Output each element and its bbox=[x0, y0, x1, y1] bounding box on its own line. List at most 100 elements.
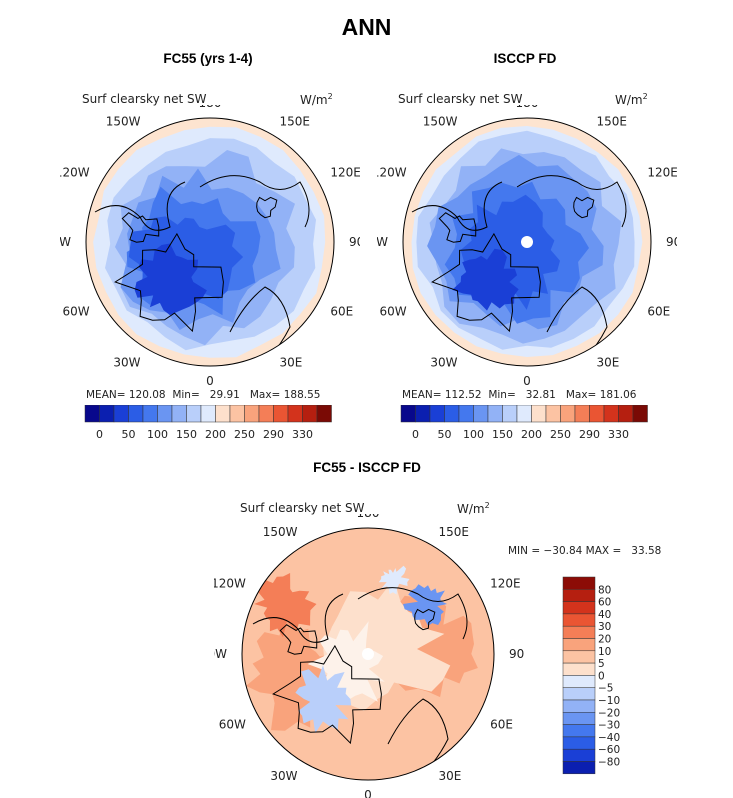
colorbar-swatch bbox=[400, 405, 416, 423]
lon-label: 150W bbox=[263, 525, 298, 539]
field-layers bbox=[86, 118, 334, 366]
pole-hole bbox=[521, 236, 533, 248]
pole-hole bbox=[362, 648, 374, 660]
greenland-outline bbox=[114, 232, 224, 333]
colorbar-tick-label: 290 bbox=[579, 428, 600, 441]
coastlines bbox=[252, 587, 468, 775]
colorbar-tick-label: 80 bbox=[598, 584, 611, 596]
colorbar-swatch bbox=[574, 405, 590, 423]
colorbar-swatch bbox=[562, 662, 596, 676]
colorbar-swatch bbox=[473, 405, 489, 423]
colorbar-swatch bbox=[562, 576, 596, 590]
colorbar-swatch bbox=[562, 625, 596, 639]
colorbar-model: 0 50 100 150 200 250 290 330 bbox=[84, 405, 332, 441]
colorbar-swatch bbox=[562, 699, 596, 713]
lon-label: 90E bbox=[349, 235, 360, 249]
map-border bbox=[85, 117, 335, 367]
colorbar-swatch bbox=[186, 405, 202, 423]
lon-label: 120E bbox=[330, 166, 360, 180]
colorbar-swatch bbox=[531, 405, 547, 423]
colorbar-tick-label: −30 bbox=[598, 720, 620, 732]
colorbar-swatch bbox=[516, 405, 532, 423]
variable-label-obs: Surf clearsky net SW bbox=[398, 92, 523, 106]
field-contour bbox=[295, 665, 352, 734]
colorbar-swatch bbox=[99, 405, 115, 423]
polar-map-diff: 180 150E 120E 90E 60E 30E 0 30W 60W 90W 120W 150W bbox=[214, 514, 524, 798]
colorbar-swatch bbox=[244, 405, 260, 423]
map-border bbox=[241, 527, 495, 781]
lon-label: 30W bbox=[270, 769, 297, 783]
colorbar-swatch bbox=[560, 405, 576, 423]
siberia-coast bbox=[516, 175, 627, 228]
colorbar-tick-label: −5 bbox=[598, 683, 613, 695]
colorbar-swatch bbox=[545, 405, 561, 423]
field-contour bbox=[254, 573, 317, 638]
lon-label: 180 bbox=[199, 105, 222, 110]
panel-title-model: FC55 (yrs 1-4) bbox=[163, 51, 253, 66]
polar-map-model: 180 150E 120E 90E 60E 30E 0 30W 60W 90W 120W 150W bbox=[60, 105, 360, 388]
colorbar-swatch bbox=[273, 405, 289, 423]
colorbar-swatch bbox=[502, 405, 518, 423]
scandinavia-coast bbox=[387, 698, 449, 775]
greenland-outline bbox=[431, 232, 541, 333]
stats-diff: MIN = −30.84 MAX = 33.58 bbox=[508, 545, 662, 557]
lon-label: 90E bbox=[509, 647, 524, 661]
lon-label: 60E bbox=[647, 305, 670, 319]
coastlines bbox=[411, 175, 627, 363]
units-label-model: W/m2 bbox=[300, 92, 333, 107]
lon-label: 60W bbox=[219, 718, 246, 732]
lon-label: 60W bbox=[379, 305, 406, 319]
map-group-model: 180 150E 120E 90E 60E 30E 0 30W 60W 90W 120W 150W bbox=[60, 105, 360, 388]
field-contour bbox=[134, 243, 207, 316]
colorbar-group-obs: 0 50 100 150 200 250 290 330 bbox=[400, 405, 648, 441]
colorbar-tick-label: 50 bbox=[438, 428, 452, 441]
colorbar-tick-label: 330 bbox=[292, 428, 313, 441]
colorbar-swatch bbox=[444, 405, 460, 423]
lon-label: 30E bbox=[439, 769, 462, 783]
islands-outline bbox=[256, 196, 278, 219]
colorbar-swatch bbox=[632, 405, 648, 423]
panel-title-diff: FC55 - ISCCP FD bbox=[313, 460, 421, 475]
units-label-diff: W/m2 bbox=[457, 501, 490, 516]
colorbar-swatch bbox=[562, 736, 596, 750]
lon-label: 30W bbox=[113, 355, 140, 369]
canada-coast bbox=[411, 181, 503, 231]
field-layers bbox=[403, 118, 651, 366]
lon-label: 0 bbox=[206, 374, 214, 388]
lon-label: 60W bbox=[62, 305, 89, 319]
siberia-coast bbox=[357, 587, 468, 640]
greenland-outline bbox=[272, 644, 382, 745]
colorbar-swatch bbox=[316, 405, 332, 423]
field-contour bbox=[378, 565, 410, 595]
colorbar-tick-label: 200 bbox=[205, 428, 226, 441]
baffin-outline bbox=[121, 212, 160, 243]
colorbar-tick-label: 150 bbox=[176, 428, 197, 441]
lon-label: 30E bbox=[280, 355, 303, 369]
colorbar-tick-label: −40 bbox=[598, 732, 620, 744]
islands-outline bbox=[573, 196, 595, 219]
units-label-obs: W/m2 bbox=[615, 92, 648, 107]
colorbar-swatch bbox=[113, 405, 129, 423]
colorbar-swatch bbox=[562, 748, 596, 762]
colorbar-swatch bbox=[487, 405, 503, 423]
lon-label: 180 bbox=[357, 514, 380, 520]
lon-label: 120W bbox=[60, 166, 90, 180]
colorbar-swatch bbox=[562, 589, 596, 602]
colorbar-swatch bbox=[562, 650, 596, 664]
colorbar-group-model: 0 50 100 150 200 250 290 330 bbox=[84, 405, 332, 441]
colorbar-tick-label: −80 bbox=[598, 757, 620, 769]
colorbar-swatch bbox=[171, 405, 187, 423]
lon-label: 90W bbox=[60, 235, 71, 249]
canada-coast bbox=[94, 181, 186, 231]
lon-label: 90W bbox=[214, 647, 227, 661]
colorbar-obs: 0 50 100 150 200 250 290 330 bbox=[400, 405, 648, 441]
canada-coast bbox=[252, 593, 344, 643]
colorbar-tick-label: 30 bbox=[598, 621, 611, 633]
colorbar-tick-label: 100 bbox=[147, 428, 168, 441]
colorbar-swatch bbox=[200, 405, 216, 423]
field-contour bbox=[452, 248, 519, 311]
lon-label: 30W bbox=[430, 355, 457, 369]
lon-label: 150E bbox=[280, 115, 311, 129]
